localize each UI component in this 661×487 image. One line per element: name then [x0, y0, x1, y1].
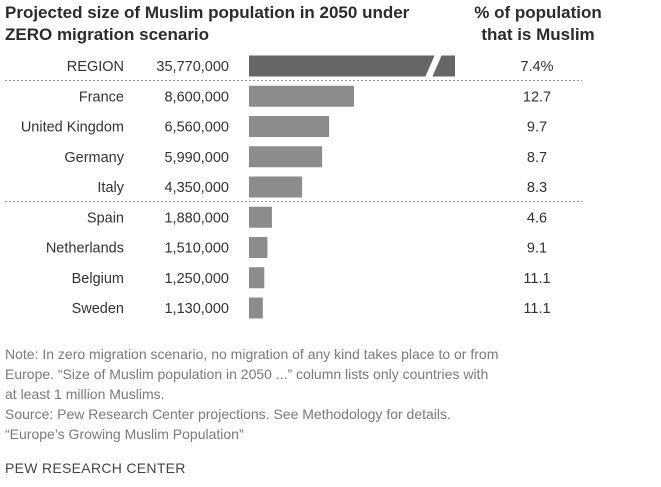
percent-label: 4.6 — [527, 210, 547, 226]
bar — [249, 85, 354, 107]
category-label: Spain — [87, 210, 124, 226]
value-label: 35,770,000 — [156, 59, 229, 75]
category-label: Italy — [97, 180, 124, 196]
category-label: Germany — [64, 150, 124, 166]
value-label: 1,880,000 — [164, 210, 229, 226]
note-line: Note: In zero migration scenario, no mig… — [5, 346, 499, 362]
category-label: United Kingdom — [21, 120, 124, 136]
axis-break-mark — [425, 54, 442, 78]
note-line: at least 1 million Muslims. — [5, 386, 165, 402]
bar — [249, 176, 303, 198]
category-label: Sweden — [72, 301, 124, 317]
value-label: 8,600,000 — [164, 89, 229, 105]
value-label: 6,560,000 — [164, 120, 229, 136]
chart-title: Projected size of Muslim population in 2… — [5, 3, 410, 44]
bar-chart: REGION 35,770,000 7.4% France 8,600,000 12.7 U… — [5, 54, 582, 319]
bar — [249, 116, 330, 137]
percent-label: 11.1 — [523, 271, 550, 287]
percent-label: 7.4% — [520, 59, 553, 75]
notes: Note: In zero migration scenario, no mig… — [5, 344, 635, 444]
category-label: Belgium — [72, 271, 124, 287]
bar — [249, 237, 268, 258]
category-label: REGION — [67, 59, 124, 75]
note-line: Europe. “Size of Muslim population in 20… — [5, 366, 489, 382]
bar-region — [249, 55, 455, 77]
percent-label: 8.3 — [527, 180, 547, 196]
bar — [249, 206, 272, 228]
bar — [249, 267, 265, 289]
value-label: 1,130,000 — [164, 301, 229, 317]
bar — [249, 146, 323, 168]
percent-label: 8.7 — [527, 150, 547, 166]
percent-label: 9.7 — [527, 120, 547, 136]
percent-label: 11.1 — [523, 301, 550, 317]
bar — [249, 297, 263, 319]
value-label: 1,250,000 — [164, 271, 229, 287]
percent-label: 9.1 — [527, 241, 547, 257]
value-label: 4,350,000 — [164, 180, 229, 196]
value-label: 1,510,000 — [164, 241, 229, 257]
percent-label: 12.7 — [523, 89, 551, 105]
report-title-line: “Europe’s Growing Muslim Population” — [5, 426, 244, 442]
value-label: 5,990,000 — [164, 150, 229, 166]
percent-column-header: % of population that is Muslim — [474, 3, 602, 44]
category-label: France — [79, 89, 124, 105]
category-label: Netherlands — [46, 241, 124, 257]
source-line: Source: Pew Research Center projections.… — [5, 406, 451, 422]
brand-label: PEW RESEARCH CENTER — [5, 460, 186, 476]
